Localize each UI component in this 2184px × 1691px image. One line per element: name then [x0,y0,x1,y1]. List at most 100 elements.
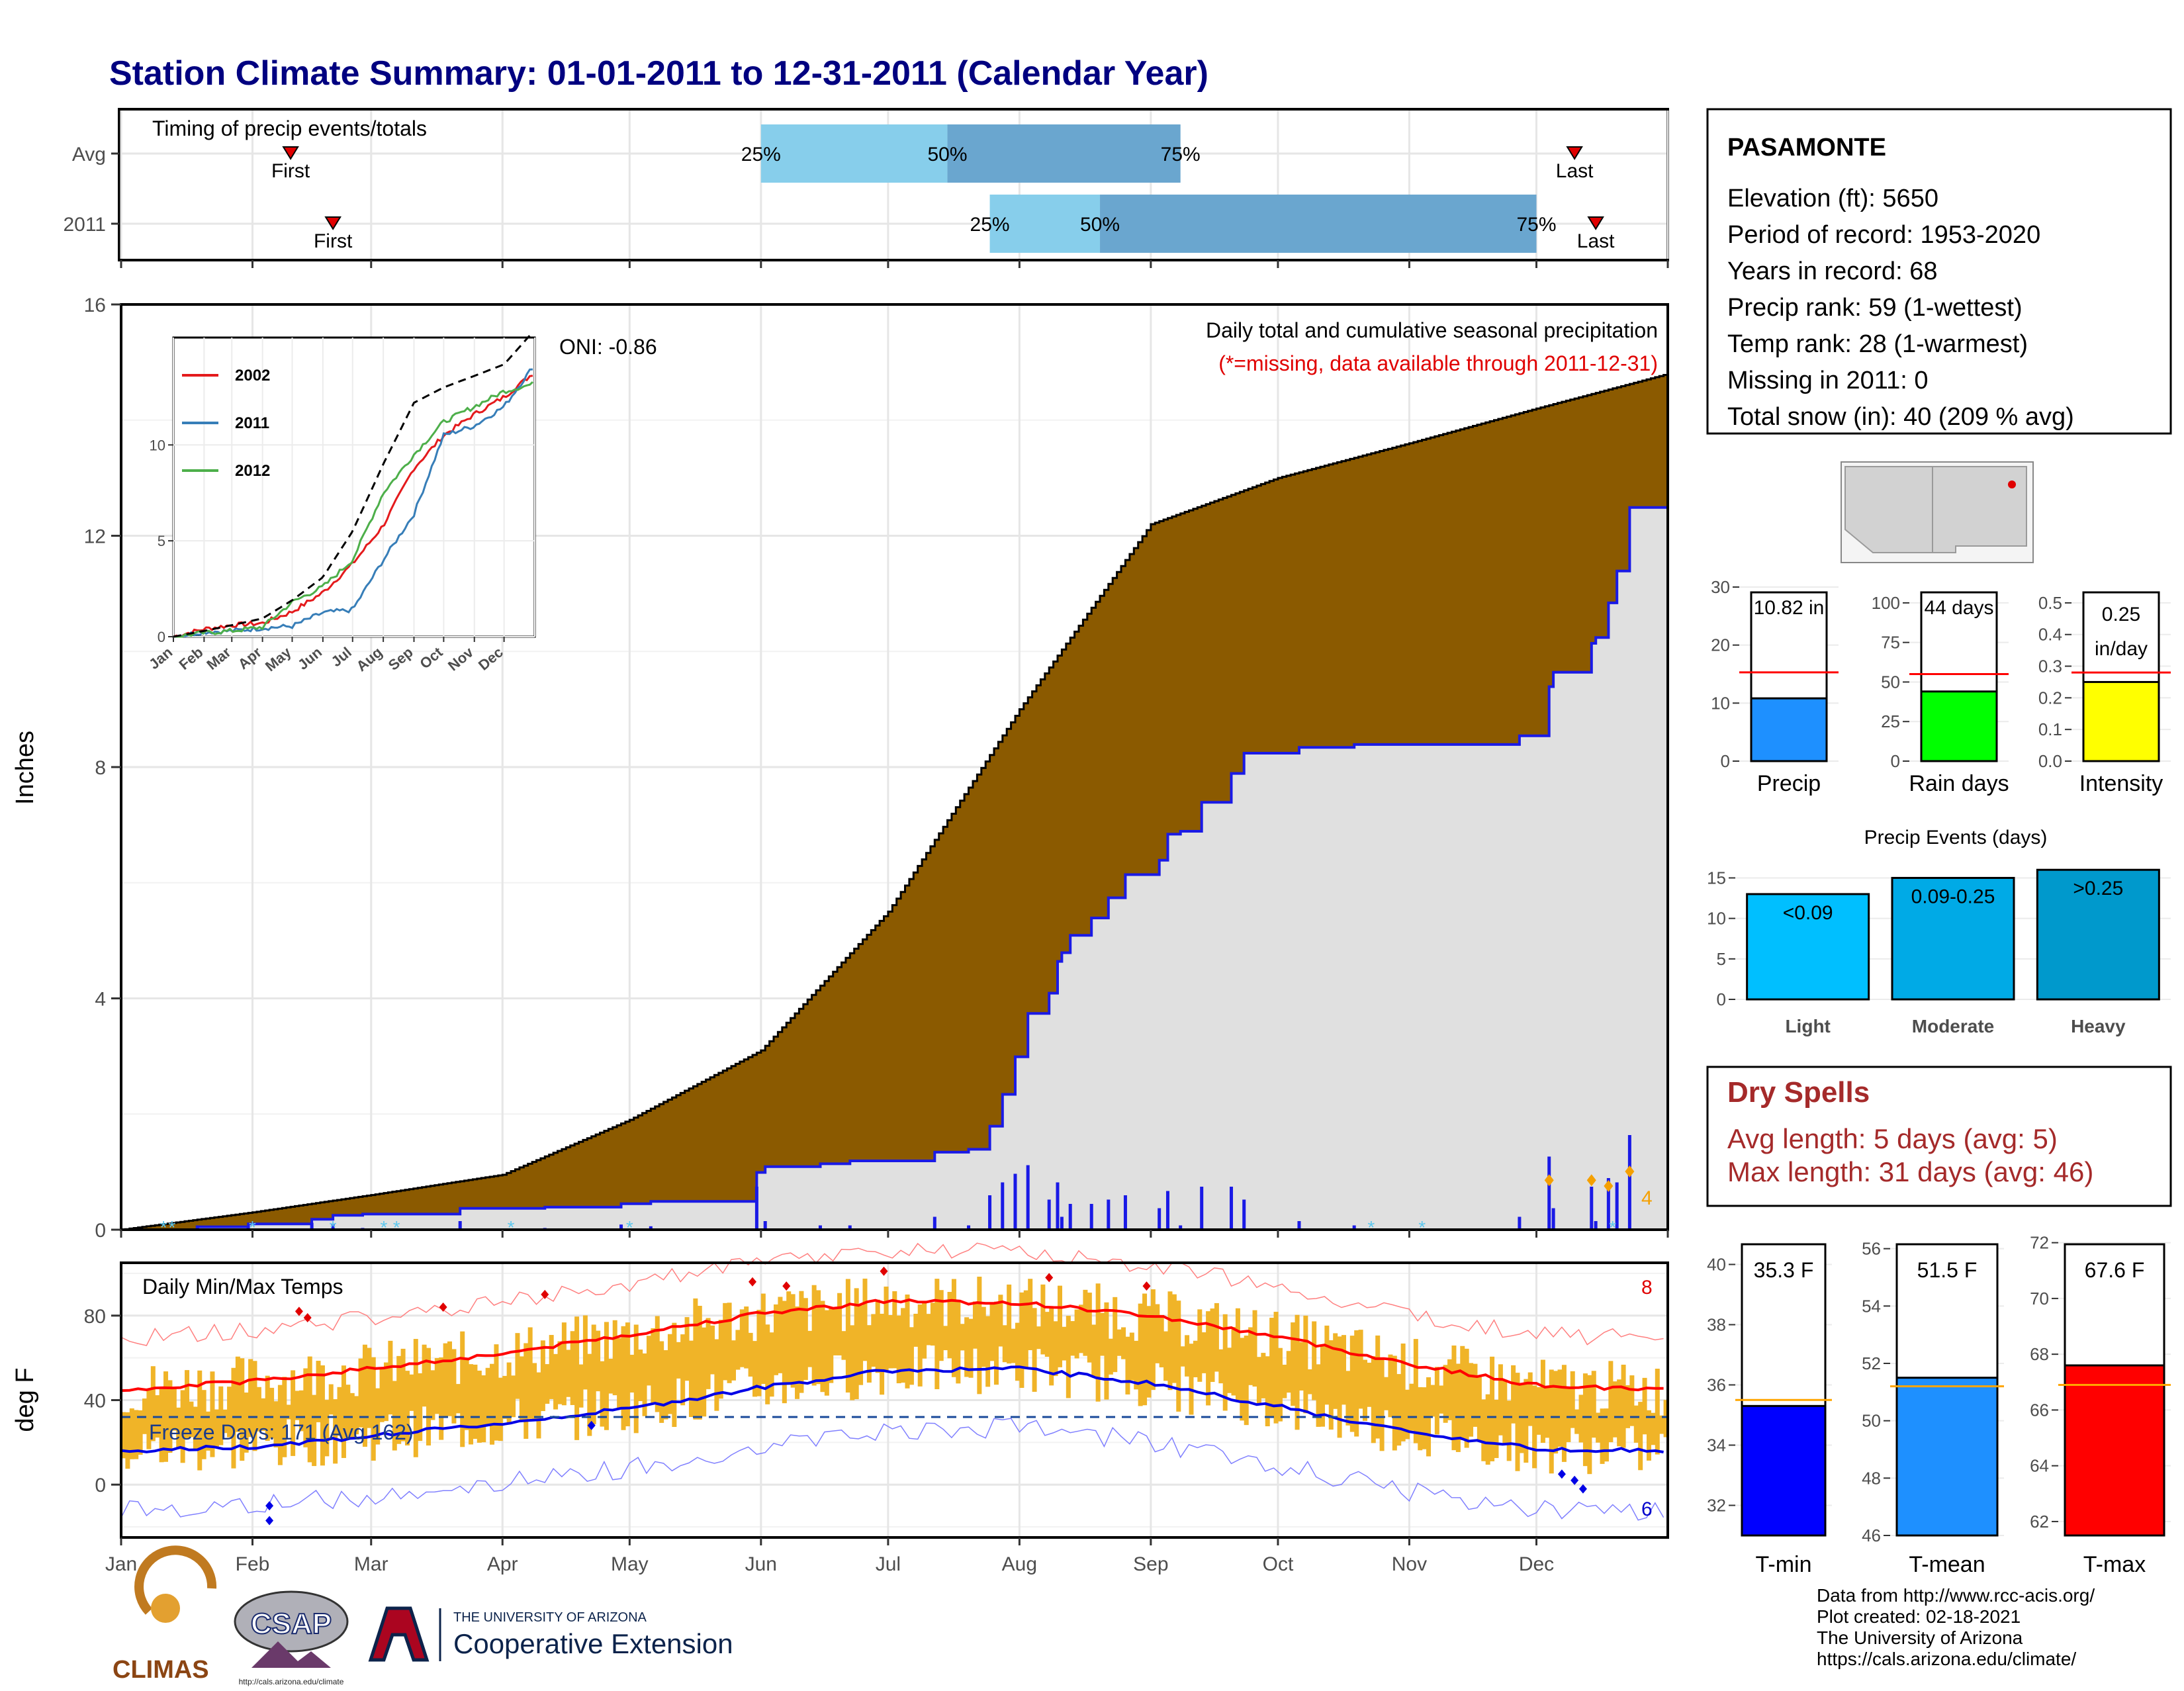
daily-temp-range-bar [909,1327,914,1385]
daily-precip-bar [1200,1187,1204,1230]
daily-temp-range-bar [1396,1374,1402,1446]
daily-temp-range-bar [756,1310,762,1396]
events-bar [2036,868,2160,1001]
daily-temp-range-bar [1553,1371,1559,1454]
daily-precip-bar [649,1226,653,1230]
station-info-line: Elevation (ft): 5650 [1727,185,1938,212]
daily-temp-range-bar [1392,1355,1397,1451]
record-min-line [120,1418,1664,1521]
daily-temp-range-bar [600,1361,605,1427]
daily-temp-range-bar [1252,1310,1257,1387]
dry-spells-avg: Avg length: 5 days (avg: 5) [1727,1123,2058,1154]
temp-ytick-label: 80 [84,1306,106,1328]
daily-temp-range-bar [1439,1385,1444,1414]
record-low-marker-icon [587,1420,596,1430]
daily-temp-range-bar [134,1410,139,1459]
csap-mountain-icon [251,1641,331,1668]
daily-temp-range-bar [1477,1377,1482,1441]
daily-precip-bar [1013,1173,1017,1230]
stat-ytick-label: 0.0 [2038,751,2062,771]
daily-temp-range-bar [1591,1371,1596,1438]
daily-temp-range-bar [727,1303,732,1383]
events-bar [1746,893,1870,1001]
snow-day-marker: * [160,1217,167,1238]
daily-precip-bar [848,1225,852,1230]
daily-temp-range-bar [926,1314,931,1346]
station-info-line: Missing in 2011: 0 [1727,367,1928,394]
daily-temp-range-bar [447,1341,453,1416]
daily-temp-range-bar [841,1331,846,1360]
daily-precip-bar [1107,1199,1111,1230]
temp-ytick-label: 0 [95,1475,106,1496]
events-bar-label: 0.09-0.25 [1911,886,1995,907]
daily-temp-range-bar [901,1308,906,1383]
daily-temp-range-bar [1134,1340,1139,1390]
daily-temp-range-bar [1002,1325,1007,1363]
stat-value-label: 10.82 in [1754,597,1825,619]
daily-temp-range-bar [1227,1348,1232,1393]
extreme-precip-marker-icon [1544,1174,1554,1187]
daily-temp-range-bar [858,1305,864,1385]
daily-temp-range-bar [1079,1304,1084,1353]
daily-temp-range-bar [244,1393,249,1453]
daily-temp-range-bar [1400,1343,1406,1441]
snow-day-marker: * [1418,1217,1426,1238]
daily-temp-range-bar [125,1412,130,1469]
daily-temp-range-bar [1363,1359,1368,1421]
daily-temp-range-bar [316,1361,321,1422]
daily-temp-range-bar [1240,1338,1245,1421]
daily-precip-bar [195,1225,199,1230]
events-bar-label: >0.25 [2073,878,2123,899]
daily-temp-range-bar [667,1334,672,1414]
temp-stat-value-bar [1895,1377,1999,1537]
daily-temp-range-bar [1049,1308,1054,1386]
freeze-days-label: Freeze Days: 171 (Avg 162) [149,1420,414,1444]
month-tick-label: Jan [105,1553,137,1575]
inset-series-line [173,375,533,638]
stat-ytick-label: 0 [1721,751,1730,771]
daily-temp-range-bar [646,1336,651,1386]
daily-temp-range-bar [523,1343,529,1439]
daily-temp-range-bar [799,1291,804,1393]
daily-temp-range-bar [612,1320,617,1396]
daily-temp-range-bar [1138,1303,1143,1406]
daily-temp-range-bar [1561,1365,1567,1462]
month-tick-label: Oct [1263,1553,1294,1575]
daily-temp-range-bar [371,1357,376,1461]
precip-ytick-label: 12 [84,526,106,548]
daily-temp-range-bar [451,1349,457,1424]
events-ytick-label: 0 [1717,989,1726,1009]
daily-temp-range-bar [494,1344,499,1441]
record-high-marker-icon [1045,1273,1054,1283]
dry-spells-box: Dry Spells Avg length: 5 days (avg: 5) M… [1706,1066,2172,1207]
timing-panel-label: Timing of precip events/totals [152,116,427,140]
daily-temp-range-bar [731,1340,736,1381]
daily-temp-range-bar [1053,1321,1058,1377]
daily-temp-range-bar [197,1370,203,1471]
temp-stat-ytick-label: 48 [1862,1468,1881,1488]
daily-temp-range-bar [341,1365,346,1458]
snow-day-marker: * [330,1217,337,1238]
daily-temp-range-bar [328,1384,334,1415]
daily-temp-range-bar [163,1371,169,1462]
daily-temp-range-bar [854,1288,859,1400]
daily-temp-range-bar [545,1364,550,1404]
climas-logo: CLIMAS [113,1545,217,1684]
daily-temp-range-bar [298,1390,304,1432]
timing-pct-label: 75% [1516,214,1556,236]
daily-temp-range-bar [1413,1339,1418,1443]
daily-temp-range-bar [404,1371,410,1446]
daily-temp-range-bar [1587,1375,1592,1475]
daily-temp-range-bar [938,1290,944,1361]
daily-temp-range-bar [1074,1309,1079,1359]
temp-stat-ytick-label: 62 [2030,1512,2049,1531]
daily-precip-bar [1615,1182,1619,1230]
last-event-label: Last [1577,230,1615,252]
daily-temp-range-bar [1298,1342,1304,1391]
inset-ytick-label: 10 [150,437,165,453]
daily-temp-range-bar [1036,1326,1041,1349]
daily-temp-range-bar [527,1327,533,1419]
daily-temp-range-bar [807,1330,813,1367]
daily-temp-range-bar [905,1294,910,1389]
